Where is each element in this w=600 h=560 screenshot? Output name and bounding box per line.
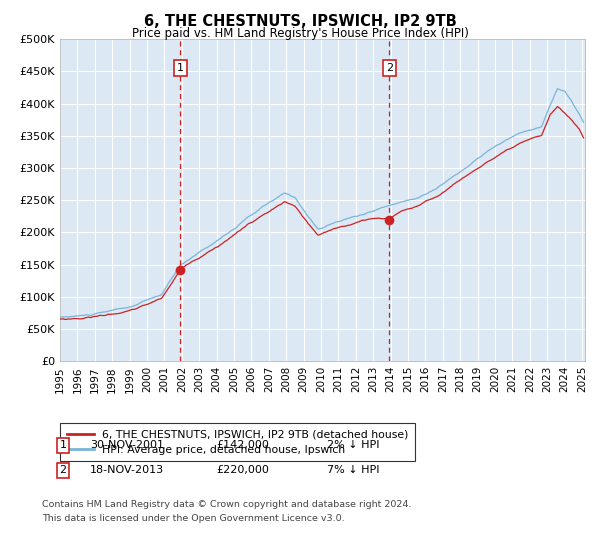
Text: £220,000: £220,000 (216, 465, 269, 475)
Text: 1: 1 (177, 63, 184, 73)
Text: This data is licensed under the Open Government Licence v3.0.: This data is licensed under the Open Gov… (42, 514, 344, 523)
Text: 2: 2 (386, 63, 393, 73)
Text: Price paid vs. HM Land Registry's House Price Index (HPI): Price paid vs. HM Land Registry's House … (131, 27, 469, 40)
Bar (181, 39, 389, 361)
Legend: 6, THE CHESTNUTS, IPSWICH, IP2 9TB (detached house), HPI: Average price, detache: 6, THE CHESTNUTS, IPSWICH, IP2 9TB (deta… (60, 423, 415, 461)
Text: Contains HM Land Registry data © Crown copyright and database right 2024.: Contains HM Land Registry data © Crown c… (42, 500, 412, 508)
Text: 7% ↓ HPI: 7% ↓ HPI (327, 465, 380, 475)
Text: £142,000: £142,000 (216, 440, 269, 450)
Text: 6, THE CHESTNUTS, IPSWICH, IP2 9TB: 6, THE CHESTNUTS, IPSWICH, IP2 9TB (143, 14, 457, 29)
Text: 1: 1 (59, 440, 67, 450)
Text: 30-NOV-2001: 30-NOV-2001 (90, 440, 164, 450)
Text: 18-NOV-2013: 18-NOV-2013 (90, 465, 164, 475)
Text: 2% ↓ HPI: 2% ↓ HPI (327, 440, 380, 450)
Text: 2: 2 (59, 465, 67, 475)
